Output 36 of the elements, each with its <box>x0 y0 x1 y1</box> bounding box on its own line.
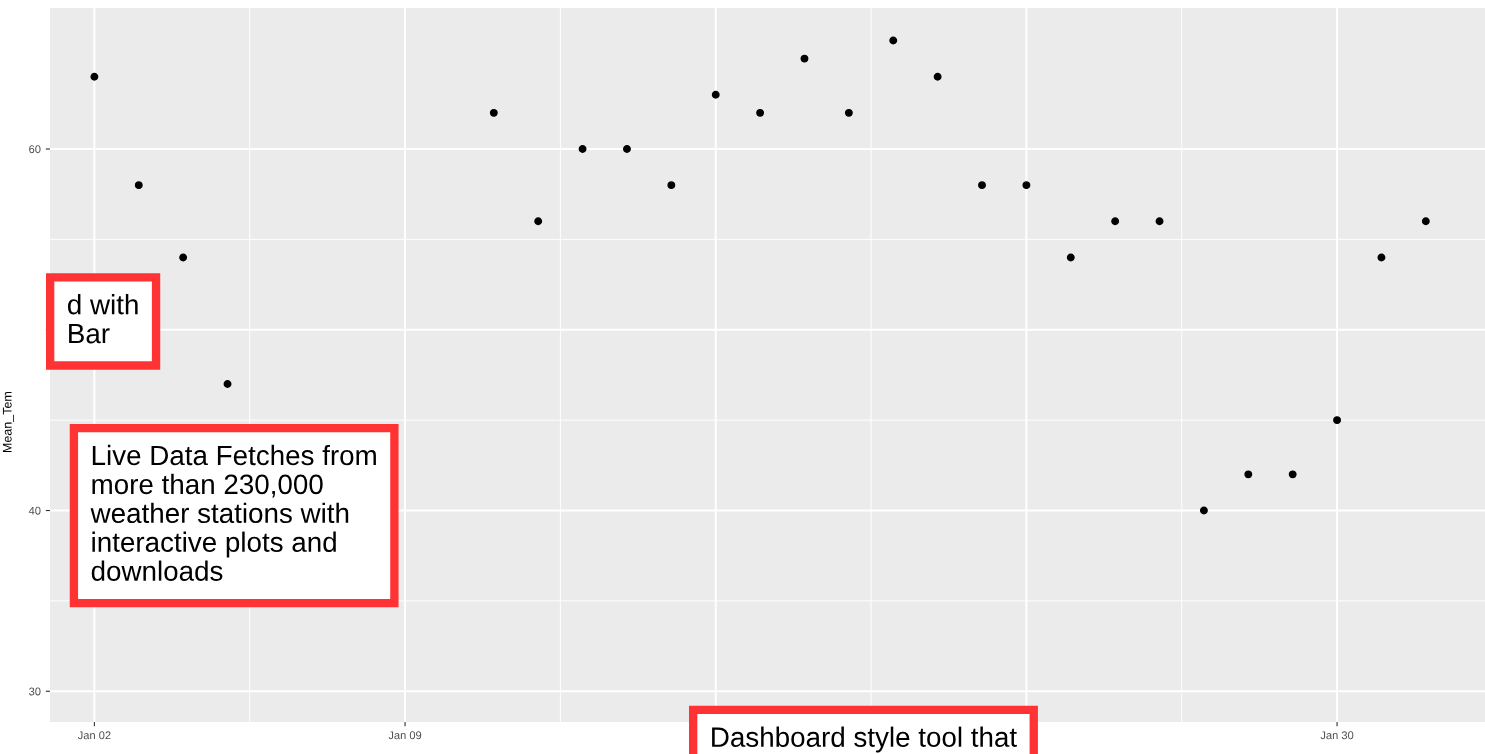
point <box>1288 470 1297 479</box>
point <box>1244 470 1253 479</box>
point <box>933 72 942 81</box>
point <box>623 145 631 153</box>
point <box>179 253 188 262</box>
x-tick-label: Jan 09 <box>388 731 422 740</box>
annotation: d with Bar <box>67 294 138 344</box>
point <box>667 181 676 190</box>
y-tick-label: 30 <box>29 687 41 696</box>
point <box>1066 253 1075 262</box>
point <box>800 54 809 63</box>
y-tick-label: 40 <box>28 506 41 515</box>
point <box>1377 253 1386 262</box>
point <box>756 108 765 117</box>
x-tick-label: Jan 30 <box>1320 731 1354 740</box>
point <box>1199 506 1208 515</box>
point <box>134 181 143 190</box>
point <box>578 145 587 153</box>
point <box>1155 217 1164 226</box>
x-tick-label: Jan 02 <box>77 731 111 740</box>
y-axis-title: Mean_Tem <box>2 392 15 453</box>
point <box>223 380 232 388</box>
annotation: Live Data Fetches from more than 230,000 weather stations with interactive plots and downloads <box>90 444 376 581</box>
point <box>534 217 543 226</box>
point <box>889 36 898 45</box>
point <box>489 108 498 117</box>
point <box>1022 181 1031 190</box>
point <box>711 90 720 99</box>
point <box>90 72 99 81</box>
point <box>1333 416 1342 425</box>
point <box>1421 217 1430 226</box>
text: Dashboard style tool that <box>712 726 1017 753</box>
y-tick-label: 60 <box>29 145 41 154</box>
point <box>844 108 853 117</box>
point <box>1111 217 1120 226</box>
point <box>978 181 986 190</box>
